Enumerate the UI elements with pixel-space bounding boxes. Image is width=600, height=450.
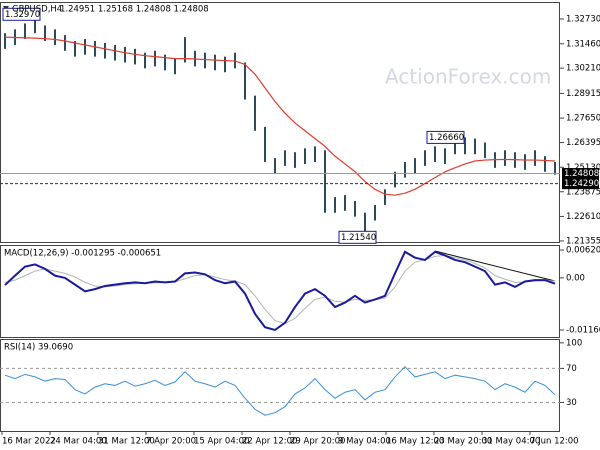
y-tick-label: 1.26395	[566, 138, 600, 148]
annotation-box	[2, 7, 41, 21]
y-tick-label: 0.00	[566, 273, 585, 283]
panel-frame	[0, 245, 560, 338]
x-tick-label: 22 Apr 12:00	[242, 437, 297, 447]
x-tick-label: 24 Mar 04:00	[50, 437, 107, 447]
y-tick-label: -0.011607	[566, 325, 600, 335]
price-label: 1.24290	[564, 179, 599, 189]
x-tick-label: 7 Apr 20:00	[146, 437, 196, 447]
y-tick-label: 1.21355	[566, 236, 600, 246]
panel-frame	[0, 2, 560, 243]
x-tick-label: 7 Jun 12:00	[530, 437, 579, 447]
y-tick-label: 1.22610	[566, 212, 600, 222]
x-tick-label: 29 Apr 20:00	[290, 437, 345, 447]
price-label-box	[562, 178, 599, 190]
macd-line	[4, 254, 556, 325]
panel-title: RSI(14) 39.0690	[4, 343, 73, 353]
x-tick-label: 16 Mar 2022	[2, 437, 56, 447]
price-label: 1.24808	[564, 169, 599, 179]
x-tick-label: 9 May 04:00	[338, 437, 391, 447]
macd-line	[4, 250, 556, 332]
y-tick-label: 70	[566, 364, 577, 374]
quote: 1.24951 1.25168 1.24808 1.24808	[60, 5, 209, 15]
price-label-box	[562, 168, 599, 180]
annotation-box	[426, 130, 465, 144]
moving-average	[4, 36, 556, 196]
y-tick-label: 100	[566, 338, 582, 348]
y-tick-label: 1.25130	[566, 163, 600, 173]
annotation-label: 1.21540	[341, 233, 376, 243]
x-tick-label: 15 Apr 04:00	[194, 437, 249, 447]
y-tick-label: 1.28915	[566, 89, 600, 99]
x-tick-label: 16 May 12:00	[386, 437, 444, 447]
annotation-label: 1.26660	[429, 133, 464, 143]
y-tick-label: 0.006208	[566, 246, 600, 256]
y-tick-label: 1.31460	[566, 39, 600, 49]
panel-frame	[0, 339, 560, 432]
rsi-line	[4, 365, 556, 416]
y-tick-label: 1.32730	[566, 14, 600, 24]
y-tick-label: 1.23875	[566, 187, 600, 197]
x-tick-label: 31 Mar 12:00	[98, 437, 155, 447]
y-tick-label: 30	[566, 398, 577, 408]
trend-line	[434, 250, 556, 282]
chart-title: GBPUSD,H4	[12, 5, 62, 15]
y-tick-label: 1.30210	[566, 64, 600, 74]
x-tick-label: 23 May 20:00	[434, 437, 492, 447]
y-tick-label: 1.27650	[566, 114, 600, 124]
panel-title: MACD(12,26,9) -0.001295 -0.000651	[4, 249, 161, 259]
annotation-label: 1.32970	[5, 10, 40, 20]
annotation-box	[338, 230, 377, 244]
watermark: ActionForex.com	[385, 65, 551, 89]
x-tick-label: 31 May 04:00	[482, 437, 540, 447]
